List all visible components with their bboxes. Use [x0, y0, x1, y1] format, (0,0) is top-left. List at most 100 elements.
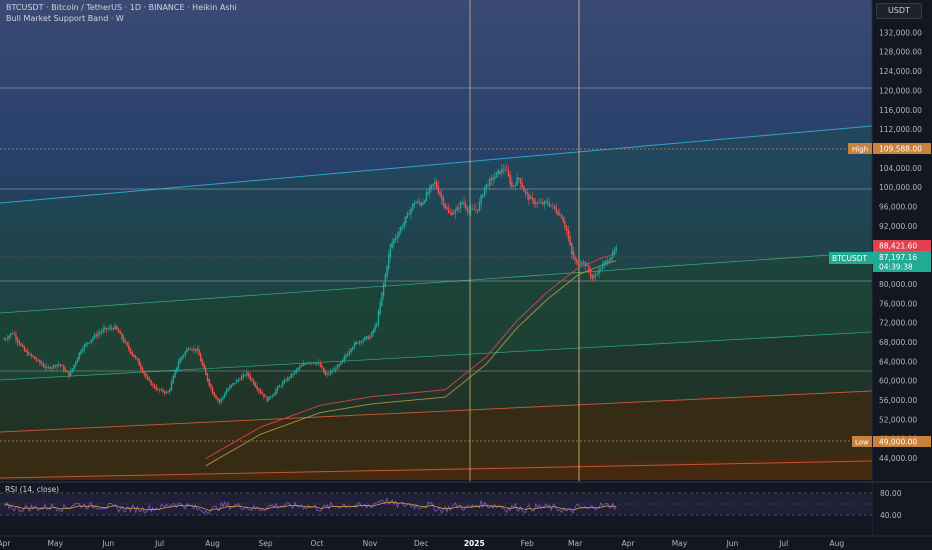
- candle-body: [488, 178, 491, 186]
- candle-body: [282, 382, 284, 387]
- candle-body: [264, 396, 267, 398]
- candle-body: [155, 387, 157, 390]
- candle-body: [394, 237, 397, 241]
- currency-badge[interactable]: USDT: [876, 3, 922, 19]
- candle-body: [128, 344, 130, 350]
- candle-body: [533, 199, 535, 205]
- candle-body: [266, 396, 269, 402]
- candle-body: [167, 391, 169, 393]
- candle-body: [454, 210, 457, 214]
- candle-body: [148, 378, 151, 381]
- candle-body: [37, 359, 39, 361]
- candle-body: [239, 379, 241, 381]
- candle-body: [615, 246, 617, 251]
- low-label: Low: [855, 439, 869, 447]
- candle-body: [386, 266, 388, 278]
- candle-body: [347, 353, 349, 356]
- rsi-pane: [0, 482, 872, 536]
- candle-body: [210, 384, 212, 389]
- candle-body: [273, 393, 275, 396]
- candle-body: [425, 192, 428, 202]
- time-tick-label: Jul: [778, 539, 788, 548]
- candle-body: [145, 373, 147, 378]
- candle-body: [280, 385, 282, 387]
- candle-body: [466, 207, 469, 212]
- candle-body: [437, 186, 440, 194]
- candle-body: [341, 359, 344, 363]
- candle-body: [423, 200, 426, 204]
- candle-body: [557, 211, 559, 216]
- rsi-lines: [3, 496, 617, 515]
- candle-body: [529, 197, 532, 199]
- candle-body: [276, 386, 279, 391]
- high-tag: High 109,588.00: [848, 143, 931, 154]
- candle-body: [541, 202, 544, 205]
- candle-body: [538, 202, 540, 204]
- candle-body: [571, 242, 573, 255]
- candle-body: [314, 363, 316, 365]
- candle-body: [606, 261, 609, 263]
- candle-body: [158, 389, 161, 391]
- candle-body: [54, 365, 56, 367]
- candle-body: [208, 379, 210, 386]
- candle-body: [263, 393, 265, 398]
- candle-body: [326, 373, 328, 375]
- candle-body: [5, 339, 7, 340]
- candle-body: [131, 351, 133, 355]
- candle-body: [95, 335, 98, 337]
- candle-body: [324, 371, 327, 376]
- candle-body: [439, 191, 441, 196]
- candle-body: [526, 192, 528, 195]
- candle-body: [201, 359, 204, 366]
- candle-body: [83, 344, 86, 350]
- candle-body: [66, 370, 68, 373]
- candle-body: [453, 213, 455, 215]
- candle-body: [143, 371, 145, 375]
- time-axis[interactable]: [0, 536, 932, 550]
- candle-body: [292, 374, 294, 375]
- price-tick-label: 64,000.00: [879, 357, 917, 366]
- candle-body: [582, 261, 585, 264]
- low-value: 49,000.00: [879, 438, 917, 447]
- candle-body: [32, 355, 34, 358]
- candle-body: [44, 366, 46, 369]
- channel-band-upper: [0, 126, 872, 313]
- symbol-title[interactable]: BTCUSDT · Bitcoin / TetherUS · 1D · BINA…: [6, 3, 237, 12]
- candle-body: [217, 397, 219, 401]
- candle-body: [187, 348, 190, 350]
- candle-body: [612, 251, 614, 259]
- candle-body: [316, 363, 318, 365]
- candle-body: [56, 364, 58, 367]
- price-tick-label: 80,000.00: [879, 280, 917, 289]
- candle-body: [589, 269, 592, 277]
- candle-body: [574, 256, 576, 261]
- candle-body: [335, 369, 337, 371]
- candle-body: [215, 395, 217, 399]
- candle-body: [456, 206, 458, 211]
- candle-body: [109, 327, 111, 329]
- time-axis-ticks: Apr May Jun Jul Aug Sep Oct Nov Dec 2025 Feb Mar Apr…: [0, 539, 844, 548]
- price-tick-label: 116,000.00: [879, 106, 922, 115]
- candle-body: [119, 331, 121, 334]
- candle-body: [553, 205, 556, 209]
- candle-body: [30, 353, 33, 357]
- candle-body: [610, 257, 612, 261]
- candle-body: [227, 388, 229, 392]
- candle-body: [543, 201, 546, 204]
- bar-countdown: 04:39:38: [879, 263, 913, 272]
- price-tick-label: 72,000.00: [879, 319, 917, 328]
- candle-body: [509, 174, 511, 185]
- time-tick-label: Aug: [829, 539, 844, 548]
- candle-body: [504, 169, 506, 171]
- candle-body: [605, 260, 607, 263]
- rsi-line: [3, 496, 617, 515]
- time-tick-label: Jun: [726, 539, 739, 548]
- candle-body: [205, 367, 207, 376]
- candle-body: [99, 332, 101, 335]
- candle-body: [97, 333, 99, 336]
- candle-body: [18, 341, 21, 345]
- indicator-title[interactable]: Bull Market Support Band · W: [6, 14, 124, 23]
- candle-body: [300, 365, 303, 368]
- candle-body: [391, 242, 393, 248]
